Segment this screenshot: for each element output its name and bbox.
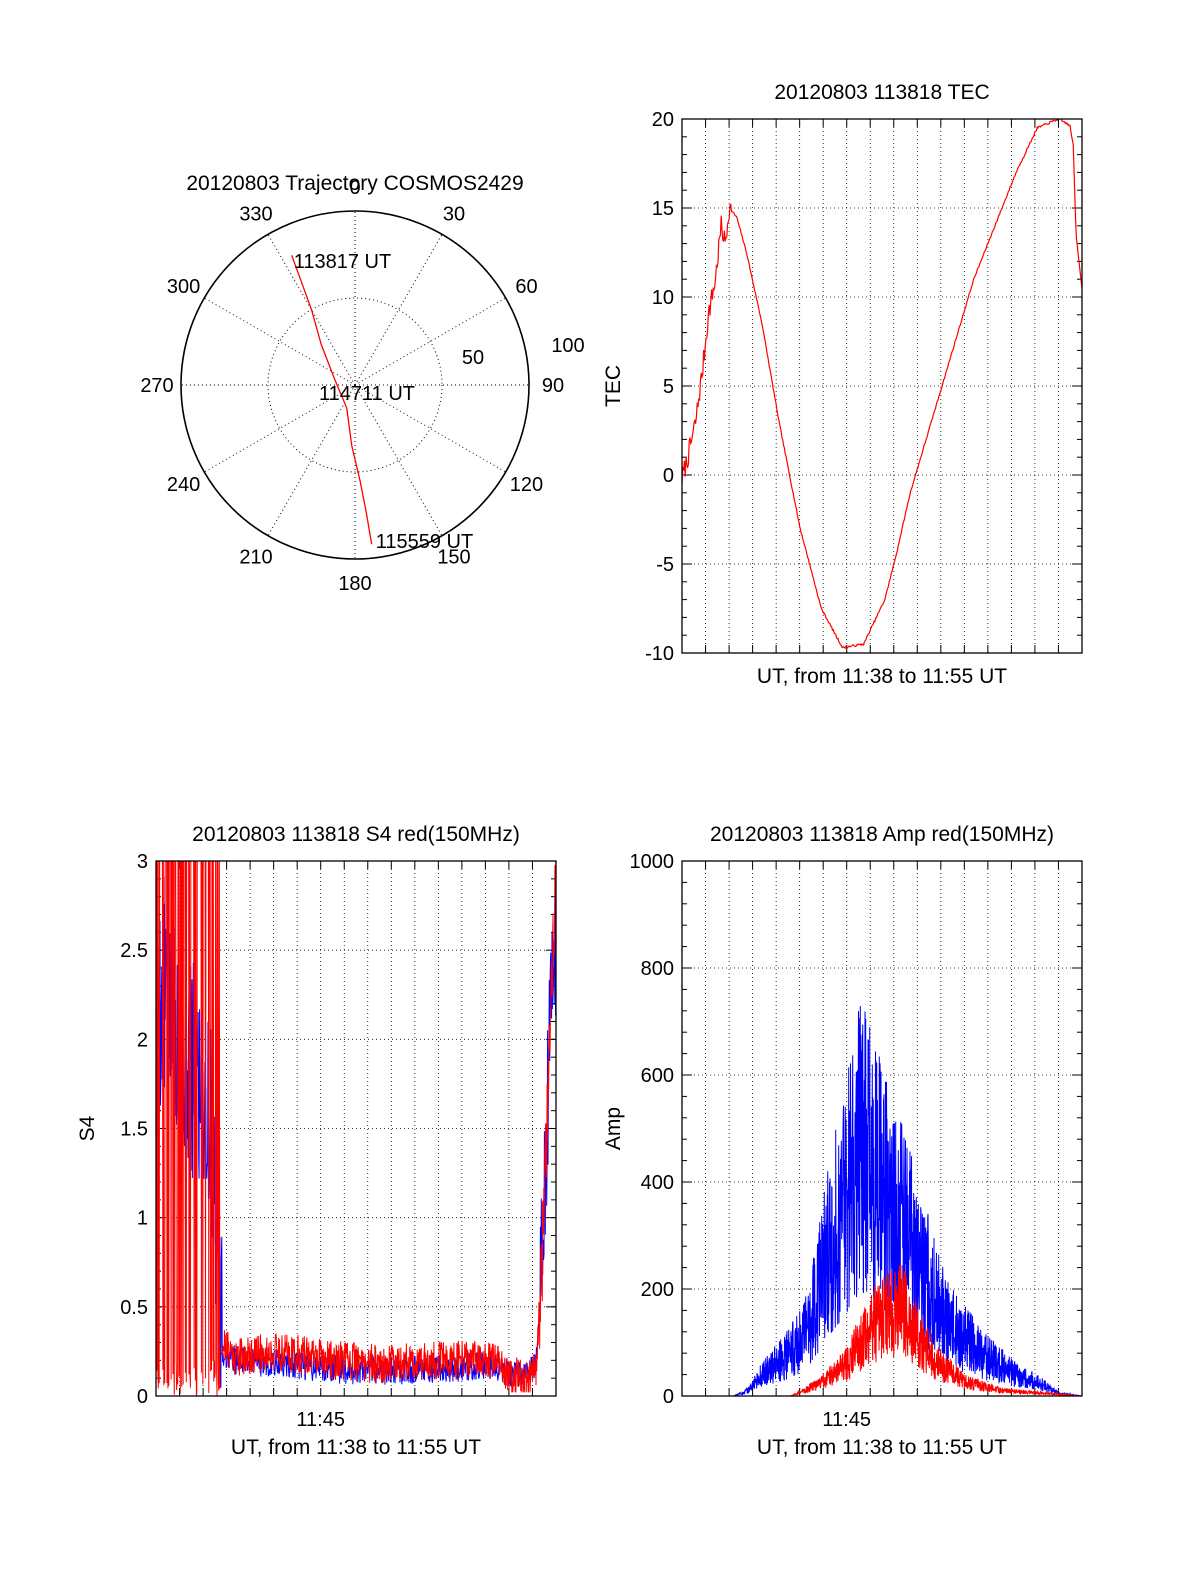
tec-plot-frame	[681, 118, 1083, 654]
trajectory-title: 20120803 Trajectory COSMOS2429	[186, 172, 523, 195]
y-tick-label: 600	[641, 1065, 674, 1087]
azimuth-label-60: 60	[515, 276, 537, 298]
azimuth-label-300: 300	[167, 276, 200, 298]
trajectory-mid-time: 114711 UT	[319, 383, 415, 405]
y-tick-label: -10	[645, 643, 674, 665]
s4-ylabel: S4	[76, 1115, 99, 1141]
s4-red-line	[221, 861, 556, 1393]
trajectory-line	[291, 254, 373, 545]
azimuth-label-0: 0	[349, 177, 360, 199]
polar-spoke	[204, 384, 356, 473]
s4-red-series	[156, 861, 556, 1396]
s4-title: 20120803 113818 S4 red(150MHz)	[192, 823, 520, 846]
y-tick-label: 0	[663, 465, 674, 487]
polar-spoke	[204, 297, 356, 386]
y-tick-label: 0	[663, 1386, 674, 1408]
y-tick-label: 10	[652, 287, 674, 309]
tec-series-line	[682, 119, 1082, 650]
y-tick-label: 800	[641, 958, 674, 980]
polar-inner-ring	[267, 297, 443, 473]
amp-red-line	[682, 1265, 1082, 1396]
s4-xlabel: UT, from 11:38 to 11:55 UT	[231, 1436, 481, 1459]
y-tick-label: 3	[137, 851, 148, 873]
polar-outer-ring	[180, 210, 530, 560]
radial-label-100: 100	[551, 335, 584, 357]
radial-label-50: 50	[462, 347, 484, 369]
y-tick-label: 1	[137, 1208, 148, 1230]
tec-title: 20120803 113818 TEC	[774, 81, 989, 104]
tec-xlabel: UT, from 11:38 to 11:55 UT	[757, 665, 1007, 688]
y-tick-label: 15	[652, 198, 674, 220]
azimuth-label-90: 90	[542, 375, 564, 397]
y-tick-label: 1.5	[120, 1119, 148, 1141]
polar-spoke	[267, 234, 356, 386]
azimuth-label-120: 120	[510, 474, 543, 496]
y-tick-label: 2	[137, 1029, 148, 1051]
tec-chart: -10 -5 0 5 10 15 20 20120803 113818 TEC UT, from…	[602, 81, 1083, 688]
s4-red-spikes	[156, 861, 221, 1396]
azimuth-label-270: 270	[140, 375, 173, 397]
polar-spoke	[354, 384, 443, 536]
azimuth-label-180: 180	[338, 573, 371, 595]
amp-chart: 0 200 400 600 800 1000 11:45 20120803 113818 Am…	[602, 823, 1083, 1459]
amp-title: 20120803 113818 Amp red(150MHz)	[710, 823, 1054, 846]
amp-blue-line	[682, 1005, 1082, 1396]
s4-chart: 0 0.5 1 1.5 2 2.5 3 11:45 20120803 113818 S4 red…	[76, 823, 557, 1459]
x-tick-label: 11:45	[822, 1409, 871, 1431]
y-tick-label: 0	[137, 1386, 148, 1408]
trajectory-end-time: 115559 UT	[376, 531, 473, 553]
y-tick-label: 1000	[630, 851, 675, 873]
y-tick-label: 2.5	[120, 940, 148, 962]
polar-spoke	[354, 297, 506, 386]
s4-plot-frame	[155, 860, 557, 1397]
azimuth-label-330: 330	[239, 204, 272, 226]
x-tick-label: 11:45	[296, 1409, 345, 1431]
y-tick-label: 5	[663, 376, 674, 398]
azimuth-label-30: 30	[443, 204, 465, 226]
amp-xlabel: UT, from 11:38 to 11:55 UT	[757, 1436, 1007, 1459]
polar-spoke	[267, 384, 356, 536]
polar-spoke	[354, 234, 443, 386]
amp-plot-frame	[681, 860, 1083, 1397]
trajectory-start-time: 113817 UT	[294, 251, 391, 273]
azimuth-label-210: 210	[239, 546, 272, 568]
y-tick-label: -5	[656, 554, 674, 576]
y-tick-label: 200	[641, 1279, 674, 1301]
azimuth-label-150: 150	[437, 546, 470, 568]
y-tick-label: 20	[652, 109, 674, 131]
amp-ylabel: Amp	[602, 1107, 625, 1150]
polar-spoke	[354, 384, 506, 473]
azimuth-label-240: 240	[167, 474, 200, 496]
y-tick-label: 400	[641, 1172, 674, 1194]
tec-ylabel: TEC	[602, 365, 625, 407]
y-tick-label: 0.5	[120, 1297, 148, 1319]
